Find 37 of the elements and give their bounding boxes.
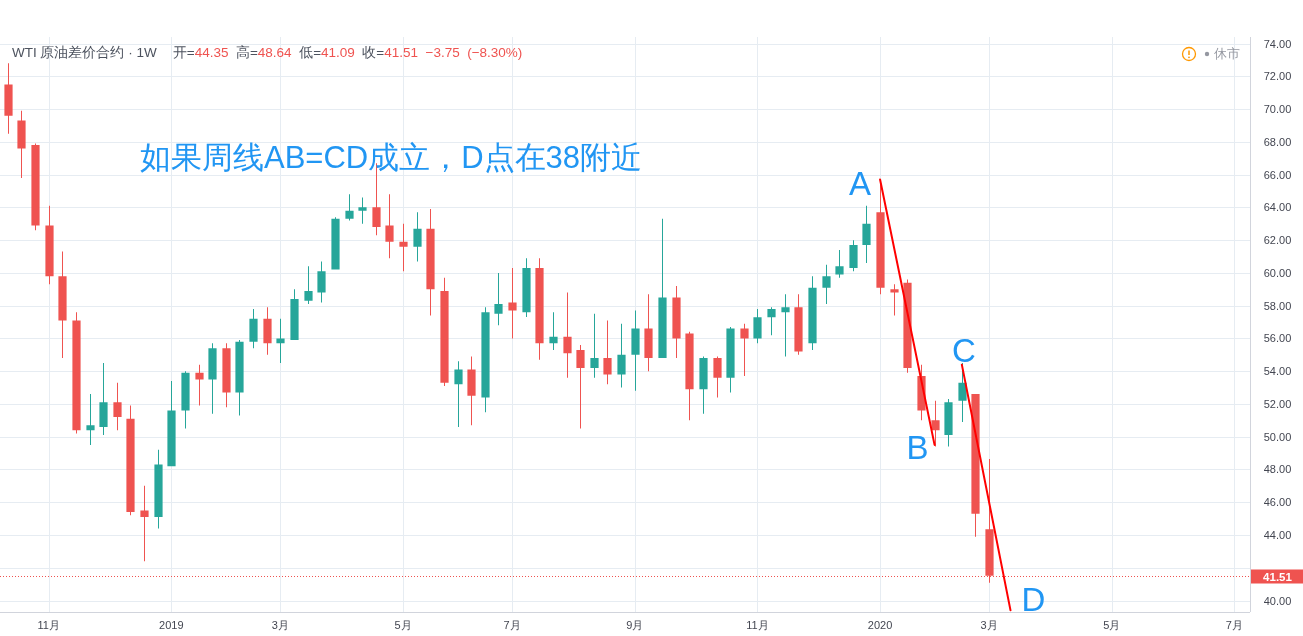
annotation: A: [849, 165, 872, 203]
y-tick-label: 48.00: [1263, 463, 1292, 476]
x-tick-label: 5月: [1103, 619, 1121, 631]
x-tick-label: 3月: [271, 619, 289, 631]
x-tick-label: 2019: [159, 619, 184, 631]
y-tick-label: 56.00: [1263, 332, 1292, 345]
y-tick-label: 60.00: [1263, 266, 1292, 279]
ref-line-label: 41.51: [1263, 570, 1293, 583]
y-tick-label: 72.00: [1263, 70, 1292, 83]
y-tick-label: 54.00: [1263, 365, 1292, 378]
y-tick-label: 44.00: [1263, 529, 1292, 542]
annotation: D: [1021, 580, 1046, 618]
annotation: C: [951, 332, 976, 370]
annotation: B: [906, 429, 929, 467]
y-tick-label: 70.00: [1263, 103, 1292, 116]
y-tick-label: 40.00: [1263, 594, 1292, 607]
x-tick-label: 5月: [394, 619, 412, 631]
y-tick-label: 66.00: [1263, 168, 1292, 181]
y-tick-label: 52.00: [1263, 397, 1292, 410]
y-tick-label: 68.00: [1263, 135, 1292, 148]
y-tick-label: 46.00: [1263, 496, 1292, 509]
x-tick-label: 3月: [980, 619, 998, 631]
x-tick-label: 7月: [1225, 619, 1243, 631]
annotation: 如果周线AB=CD成立，D点在38附近: [140, 139, 643, 175]
x-tick-label: 2020: [867, 619, 893, 631]
x-tick-label: 11月: [746, 619, 769, 631]
y-tick-label: 64.00: [1263, 201, 1292, 214]
text: WTI 原油差价合约 · 1W: [12, 44, 157, 60]
y-tick-label: 62.00: [1263, 234, 1292, 247]
text: 开=44.35 高=48.64 低=41.09 收=41.51 −3.75 (−8.30%): [172, 44, 523, 60]
x-tick-label: 9月: [626, 619, 644, 631]
x-tick-label: 11月: [37, 619, 60, 631]
x-tick-label: 7月: [503, 619, 521, 631]
y-tick-label: 50.00: [1263, 430, 1292, 443]
y-tick-label: 74.00: [1263, 37, 1292, 50]
annotation: 休市: [1214, 47, 1240, 61]
y-tick-label: 58.00: [1263, 299, 1292, 312]
